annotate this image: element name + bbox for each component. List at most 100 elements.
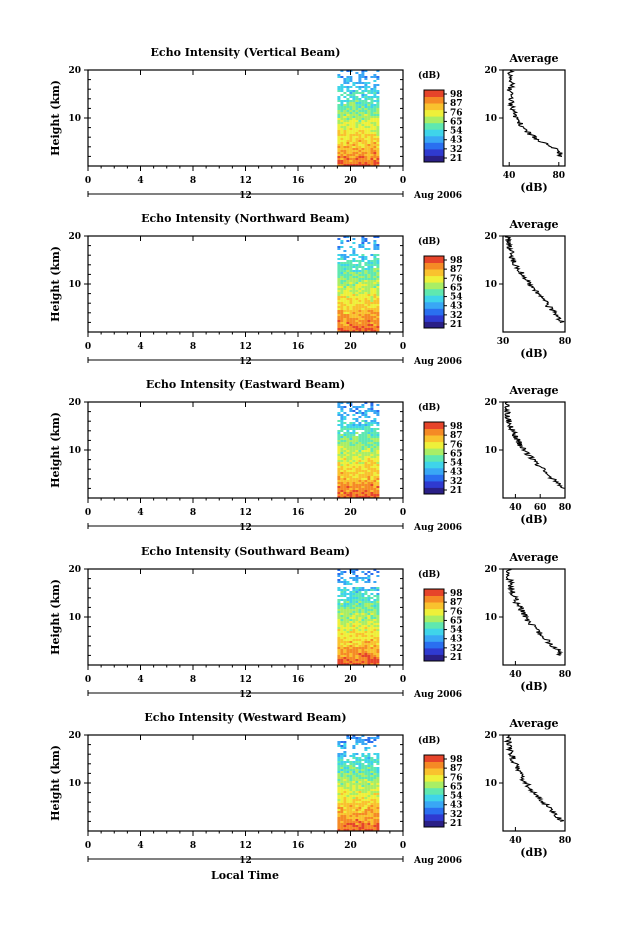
heatmap-cell [367,110,371,112]
heatmap-cell [376,78,380,80]
heatmap-cell [376,627,380,629]
heatmap-cell [337,100,341,102]
heatmap-cell [364,258,368,260]
heatmap-cell [361,478,365,480]
heatmap-cell [373,318,377,320]
heatmap-cell [373,789,377,791]
heatmap-cell [337,284,341,286]
heatmap-cell [364,805,368,807]
heatmap-cell [376,280,380,282]
heatmap-cell [373,428,377,430]
heatmap-cell [343,130,347,132]
heatmap-cell [343,144,347,146]
heatmap-cell [358,298,362,300]
heatmap-cell [373,420,377,422]
heatmap-cell [352,621,356,623]
heatmap-cell [340,158,344,160]
heatmap-cell [337,414,341,416]
heatmap-cell [358,112,362,114]
heatmap-cell [376,496,380,498]
heatmap-cell [358,819,362,821]
heatmap-cell [340,611,344,613]
heatmap-cell [355,591,359,593]
heatmap-cell [355,282,359,284]
heatmap-cell [337,767,341,769]
heatmap-cell [343,300,347,302]
heatmap-cell [376,781,380,783]
average-xlabel: (dB) [520,846,547,859]
colorbar-swatch [424,428,444,436]
heatmap-cell [340,328,344,330]
heatmap-cell [361,486,365,488]
heatmap-cell [376,286,380,288]
heatmap-cell [361,284,365,286]
heatmap-cell [373,480,377,482]
heatmap-cell [358,272,362,274]
heatmap-cell [364,112,368,114]
heatmap-cell [373,76,377,78]
heatmap-cell [373,258,377,260]
heatmap-cell [337,306,341,308]
heatmap-cell [376,819,380,821]
heatmap-cell [337,759,341,761]
colorbar-swatch [424,794,444,802]
heatmap-cell [346,260,350,262]
heatmap-cell [343,132,347,134]
heatmap-cell [373,739,377,741]
heatmap-cell [364,256,368,258]
heatmap-cell [355,274,359,276]
heatmap-cell [364,428,368,430]
heatmap-cell [367,771,371,773]
heatmap-cell [343,663,347,665]
heatmap-cell [376,236,380,238]
heatmap-cell [373,330,377,332]
heatmap-cell [337,745,341,747]
heatmap-cell [373,88,377,90]
heatmap-cell [343,571,347,573]
heatmap-cell [343,631,347,633]
heatmap-cell [355,328,359,330]
heatmap-cell [373,629,377,631]
heatmap-cell [355,488,359,490]
heatmap-cell [373,615,377,617]
heatmap-cell [346,440,350,442]
heatmap-cell [337,158,341,160]
heatmap-cell [349,613,353,615]
heatmap-cell [364,464,368,466]
heatmap-cell [352,639,356,641]
heatmap-cell [352,601,356,603]
heatmap-cell [340,430,344,432]
heatmap-cell [346,456,350,458]
heatmap-cell [376,444,380,446]
heatmap-cell [355,569,359,571]
heatmap-cell [355,98,359,100]
heatmap-cell [364,468,368,470]
heatmap-cell [343,434,347,436]
heatmap-cell [364,761,368,763]
heatmap-cell [346,304,350,306]
avg-x-tick-label: 40 [509,836,522,846]
heatmap-cell [355,136,359,138]
heatmap-cell [346,264,350,266]
heatmap-cell [346,641,350,643]
heatmap-cell [358,486,362,488]
heatmap-cell [343,615,347,617]
heatmap-cell [364,432,368,434]
heatmap-cell [361,661,365,663]
heatmap-cell [337,823,341,825]
heatmap-cell [370,805,374,807]
heatmap-cell [355,156,359,158]
heatmap-cell [355,631,359,633]
heatmap-cell [376,821,380,823]
heatmap-cell [364,84,368,86]
heatmap-cell [352,645,356,647]
heatmap-cell [352,434,356,436]
heatmap-cell [370,100,374,102]
heatmap-cell [346,134,350,136]
heatmap-cell [364,472,368,474]
heatmap-cell [361,601,365,603]
heatmap-cell [370,615,374,617]
colorbar-swatch [424,321,444,329]
heatmap-cell [340,581,344,583]
